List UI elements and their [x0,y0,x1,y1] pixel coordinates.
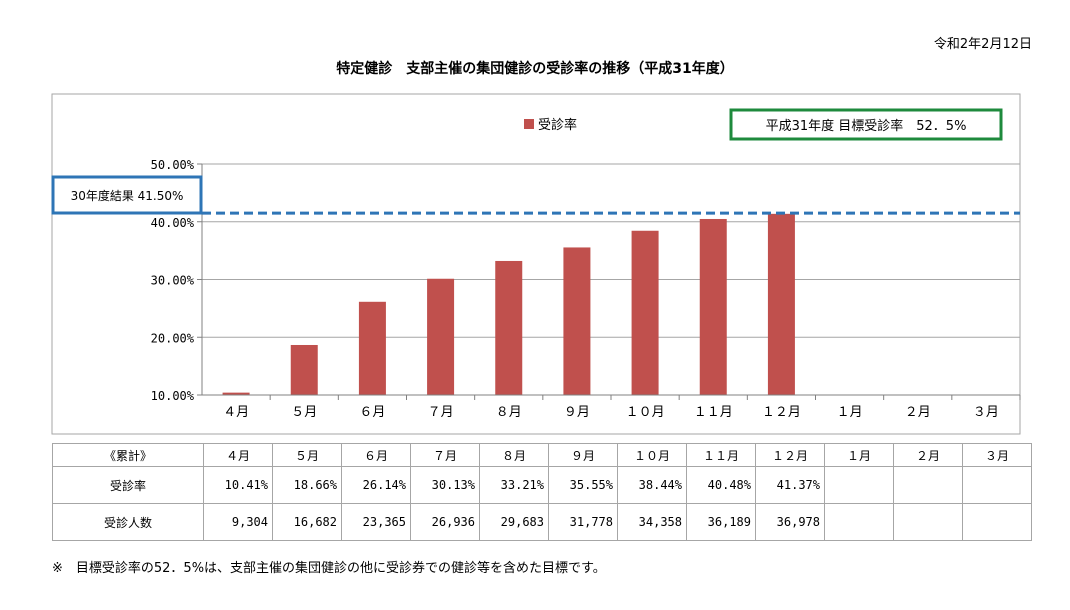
bar [495,260,523,395]
table-row: 受診率 10.41% 18.66% 26.14% 30.13% 33.21% 35.55% 3… [52,466,1032,504]
x-tick-label: １２月 [762,405,801,420]
report-date: 令和2年2月12日 [933,37,1032,52]
x-tick-label: １１月 [694,405,733,420]
bar [222,392,250,395]
bar [563,247,591,395]
y-tick-label: 10.00% [151,389,195,403]
table-cell [962,466,1032,504]
target-rate-label: 平成31年度 目標受診率 52．5% [766,118,967,134]
x-tick-label: ９月 [564,405,590,420]
bar [699,218,727,395]
bar [290,344,318,395]
bar [767,213,795,395]
x-tick-label: ８月 [496,405,522,420]
table-cell [824,503,894,541]
table-header-cell: ５月 [272,443,342,467]
table-header-cell: ２月 [893,443,963,467]
table-cell: 23,365 [341,503,411,541]
bar-chart: 10.00% 20.00% 30.00% 40.00% 50.00% ４月 ５月 ６月 ７月 ８… [51,93,1021,435]
x-tick-label: ６月 [359,405,385,420]
table-cell: 36,189 [686,503,756,541]
chart-frame [51,93,1021,435]
table-header-cell: ７月 [410,443,480,467]
table-cell [893,466,963,504]
table-cell [962,503,1032,541]
table-cell: 9,304 [203,503,273,541]
bar [358,301,386,395]
table-cell: 33.21% [479,466,549,504]
x-tick-label: ２月 [905,405,931,420]
table-header-cell: ４月 [203,443,273,467]
table-cell: 40.48% [686,466,756,504]
page-title: 特定健診 支部主催の集団健診の受診率の推移（平成31年度） [336,61,734,77]
table-cell: 31,778 [548,503,618,541]
footnote: ※ 目標受診率の52．5%は、支部主催の集団健診の他に受診券での健診等を含めた目… [52,561,606,576]
table-header-cell: ９月 [548,443,618,467]
table-cell: 29,683 [479,503,549,541]
x-tick-label: １０月 [626,405,665,420]
x-tick-label: ３月 [973,405,999,420]
table-cell: 16,682 [272,503,342,541]
x-tick-label: ７月 [428,405,454,420]
table-header-cell: 《累計》 [52,443,204,467]
reference-label: 30年度結果 41.50% [71,188,184,203]
table-cell [824,466,894,504]
y-tick-label: 30.00% [151,274,195,288]
table-cell [893,503,963,541]
legend-label: 受診率 [538,117,577,133]
bar [631,230,659,395]
table-header-cell: １２月 [755,443,825,467]
table-header-cell: ８月 [479,443,549,467]
y-tick-label: 40.00% [151,216,195,230]
cumulative-table: 《累計》 ４月 ５月 ６月 ７月 ８月 ９月 １０月 １１月 １２月 １月 ２月 ３月 受診率 10.41%… [52,443,1032,541]
table-cell: 38.44% [617,466,687,504]
x-tick-label: １月 [837,405,863,420]
y-tick-label: 50.00% [151,158,195,172]
target-rate-box [729,108,1003,141]
table-cell: 36,978 [755,503,825,541]
legend-swatch [524,119,534,129]
reference-label-box [51,175,203,215]
table-cell: 26.14% [341,466,411,504]
y-tick-label: 20.00% [151,331,195,345]
table-cell: 41.37% [755,466,825,504]
table-header-row: 《累計》 ４月 ５月 ６月 ７月 ８月 ９月 １０月 １１月 １２月 １月 ２月 ３月 [52,443,1032,467]
table-header-cell: ６月 [341,443,411,467]
bar [427,278,455,395]
table-cell: 30.13% [410,466,480,504]
table-header-cell: １月 [824,443,894,467]
table-row-label: 受診人数 [52,503,204,541]
table-header-cell: １１月 [686,443,756,467]
table-header-cell: ３月 [962,443,1032,467]
table-cell: 26,936 [410,503,480,541]
table-cell: 18.66% [272,466,342,504]
table-cell: 35.55% [548,466,618,504]
x-tick-label: ５月 [291,405,317,420]
table-row-label: 受診率 [52,466,204,504]
x-tick-label: ４月 [223,405,249,420]
table-cell: 34,358 [617,503,687,541]
table-cell: 10.41% [203,466,273,504]
table-row: 受診人数 9,304 16,682 23,365 26,936 29,683 31,778 3… [52,503,1032,541]
table-header-cell: １０月 [617,443,687,467]
